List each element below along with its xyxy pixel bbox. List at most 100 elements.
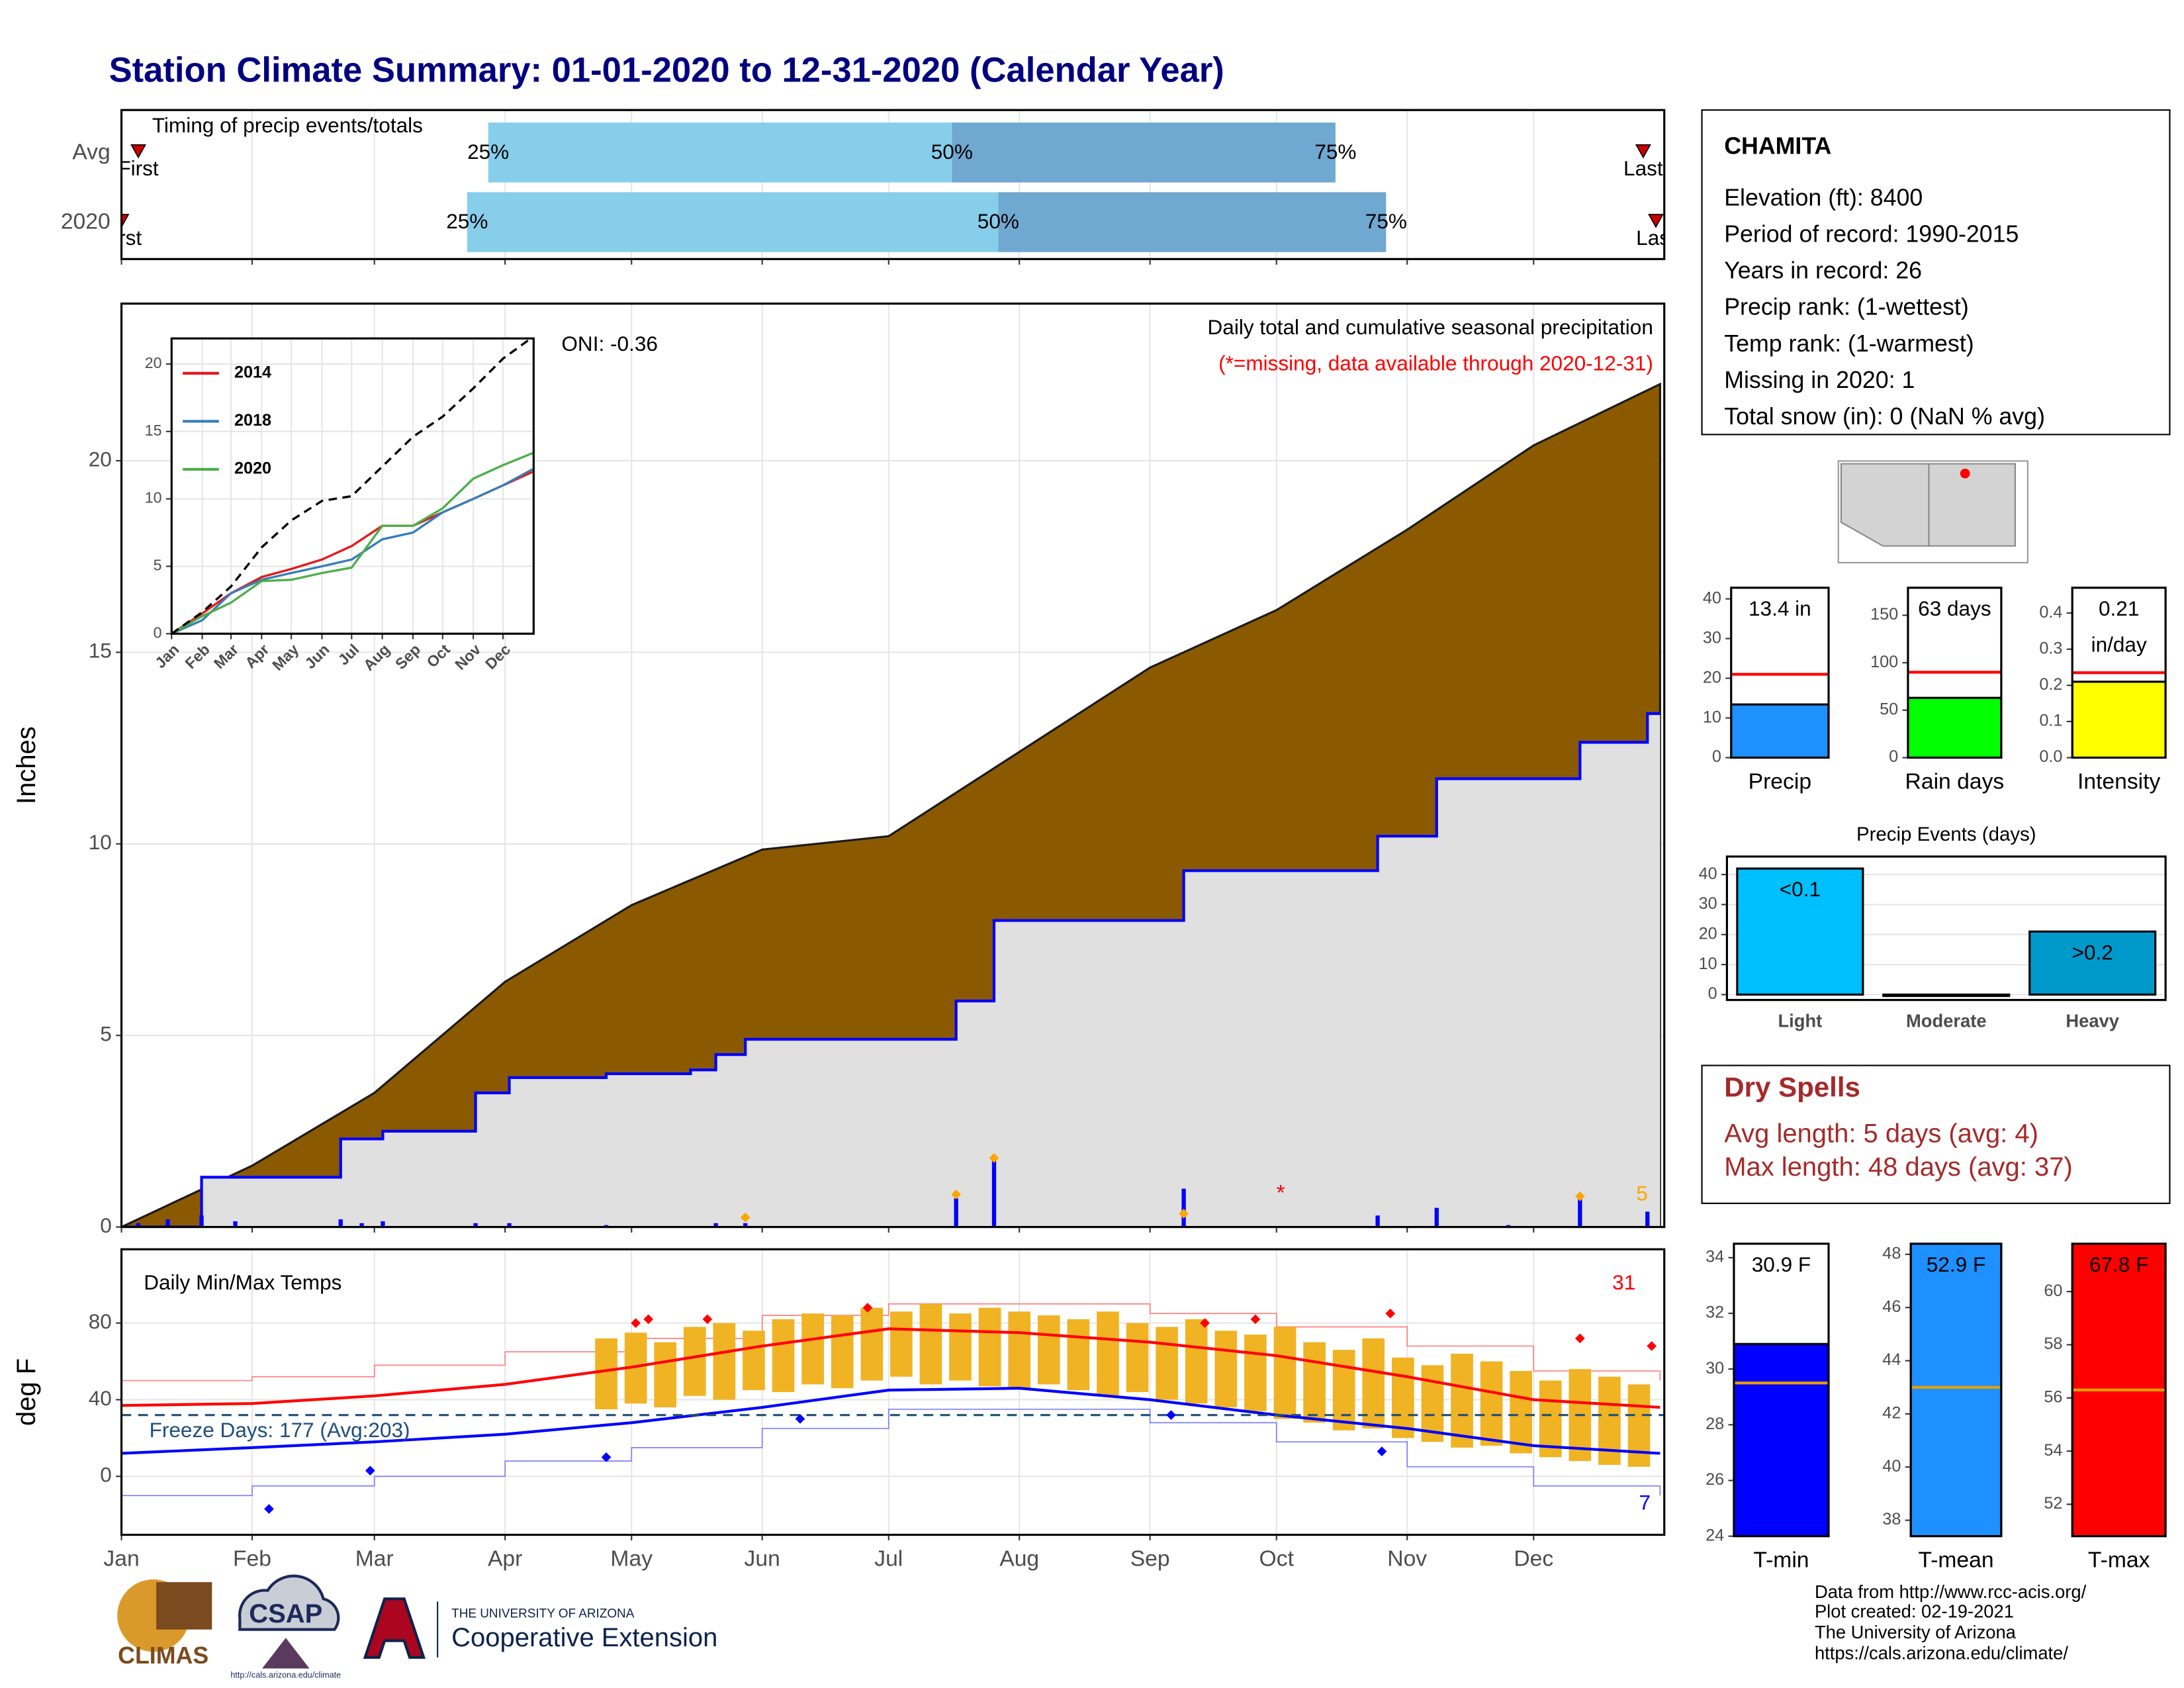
daily-precip-bar xyxy=(165,1219,170,1227)
bar xyxy=(2072,680,2166,758)
y-tick-label: 0.3 xyxy=(2039,639,2062,657)
y-tick-label: 5 xyxy=(100,1022,112,1046)
y-axis-title: deg F xyxy=(12,1358,41,1426)
timing-marker xyxy=(1635,144,1651,159)
daily-precip-bar xyxy=(1645,1211,1650,1227)
bar xyxy=(1907,696,2001,758)
daily-temp-bar xyxy=(1126,1323,1149,1392)
y-tick-label: 44 xyxy=(1882,1350,1901,1369)
x-tick-label: Aug xyxy=(999,1546,1039,1571)
station-box xyxy=(1701,109,2171,436)
y-tick-label: 38 xyxy=(1882,1510,1901,1528)
daily-temp-bar xyxy=(654,1342,677,1408)
station-line: Total snow (in): 0 (NaN % avg) xyxy=(1724,403,2045,430)
record-high-count: 31 xyxy=(1612,1270,1635,1294)
value-label: 13.4 in xyxy=(1749,596,1811,620)
value-label: 30.9 F xyxy=(1752,1252,1811,1276)
map-state xyxy=(1928,463,2016,547)
x-tick-label: Mar xyxy=(355,1546,394,1571)
y-tick-label: 80 xyxy=(89,1309,112,1333)
daily-temp-bar xyxy=(1037,1315,1060,1385)
daily-temp-bar xyxy=(1421,1365,1444,1442)
daily-temp-bar xyxy=(1362,1338,1385,1429)
panel-border xyxy=(120,303,1666,1229)
x-axis-title: T-mean xyxy=(1918,1548,1993,1572)
climas-emblem xyxy=(156,1582,212,1630)
quartile-bar xyxy=(998,192,1387,252)
panel-title: Precip Events (days) xyxy=(1856,823,2036,845)
y-tick-label: 150 xyxy=(1870,605,1898,624)
y-tick-label: 0 xyxy=(100,1213,112,1237)
plot-area xyxy=(1731,673,1829,758)
station-line: Period of record: 1990-2015 xyxy=(1724,220,2019,247)
plot-area: 25% 50% 75% First Last 25% 50% 75% First Last xyxy=(118,122,1664,252)
dry-spells-line: Avg length: 5 days (avg: 4) xyxy=(1724,1119,2038,1148)
daily-precip-bar xyxy=(507,1223,512,1227)
daily-temp-bar xyxy=(1273,1327,1297,1419)
timing-marker xyxy=(130,144,146,159)
y-tick-label: 0 xyxy=(100,1463,112,1487)
panel-title: Daily Min/Max Temps xyxy=(144,1270,341,1294)
average-temp-line xyxy=(121,1327,1661,1409)
panel-background xyxy=(171,338,534,634)
record-temp-marker xyxy=(1250,1314,1261,1325)
freeze-label: Freeze Days: 177 (Avg:203) xyxy=(150,1418,410,1442)
value-label: 67.8 F xyxy=(2089,1252,2148,1276)
legend-label: 2018 xyxy=(234,411,271,430)
main-title: Station Climate Summary: 01-01-2020 to 1… xyxy=(109,50,1224,89)
climas-logo: CLIMAS xyxy=(118,1642,208,1669)
y-tick-label: 0 xyxy=(1712,747,1721,766)
cumulative-line xyxy=(121,712,1661,1227)
daily-precip-bar xyxy=(991,1158,997,1227)
daily-precip-bar xyxy=(338,1219,343,1227)
extension-name: Cooperative Extension xyxy=(451,1623,717,1652)
bar-label: <0.1 xyxy=(1780,877,1821,901)
value-label: 63 days xyxy=(1918,596,1991,620)
y-tick-label: 30 xyxy=(1703,628,1721,647)
legend-label: 2020 xyxy=(234,459,271,478)
csap-mountain xyxy=(262,1638,310,1669)
quartile-label: 50% xyxy=(978,209,1019,233)
y-tick-label: 50 xyxy=(1880,700,1898,719)
station-line: Precip rank: (1-wettest) xyxy=(1724,294,1969,320)
x-axis-title: T-min xyxy=(1753,1548,1809,1572)
locator-map xyxy=(1837,460,2028,564)
record-count: 5 xyxy=(1636,1182,1648,1205)
panel-subtitle: (*=missing, data available through 2020-… xyxy=(1218,352,1653,375)
x-axis-title: T-max xyxy=(2088,1548,2150,1572)
record-temp-marker xyxy=(631,1318,641,1329)
y-tick-label: 0.1 xyxy=(2039,712,2062,730)
daily-precip-bar xyxy=(359,1223,364,1227)
panel-border xyxy=(2071,1243,2167,1538)
daily-precip-bar xyxy=(1181,1188,1186,1227)
y-tick-label: 10 xyxy=(145,489,162,506)
missing-marker: * xyxy=(1277,1181,1285,1205)
timing-label: First xyxy=(118,156,159,180)
x-tick-label: Sep xyxy=(1130,1546,1170,1571)
daily-temp-bar xyxy=(713,1323,736,1400)
record-temp-marker xyxy=(643,1314,654,1325)
daily-temp-bar xyxy=(1510,1371,1533,1454)
bar xyxy=(1731,703,1829,758)
y-tick-label: 30 xyxy=(1699,894,1717,913)
daily-temp-bar xyxy=(1627,1384,1651,1467)
dry-spells-line: Max length: 48 days (avg: 37) xyxy=(1724,1152,2073,1182)
daily-precip-bar xyxy=(713,1223,718,1227)
y-tick-label: 40 xyxy=(89,1386,112,1410)
record-low-count: 7 xyxy=(1639,1491,1651,1515)
quartile-bar xyxy=(488,122,952,183)
y-tick-label: 5 xyxy=(154,557,162,574)
x-tick-label: Oct xyxy=(1259,1546,1295,1571)
daily-temp-bar xyxy=(1539,1380,1562,1458)
plot-area xyxy=(1907,671,2001,758)
bar xyxy=(1733,1342,1829,1536)
year-line xyxy=(171,338,533,634)
y-tick-label: 20 xyxy=(1703,668,1721,686)
daily-temp-bar xyxy=(1214,1331,1238,1408)
x-tick-label: Dec xyxy=(1514,1546,1553,1571)
dry-spells-box xyxy=(1701,1064,2171,1204)
panel-border xyxy=(2071,586,2167,759)
y-tick-label: 0.4 xyxy=(2039,603,2062,622)
station-line: Temp rank: (1-warmest) xyxy=(1724,330,1974,357)
panel-border xyxy=(120,1248,1666,1536)
